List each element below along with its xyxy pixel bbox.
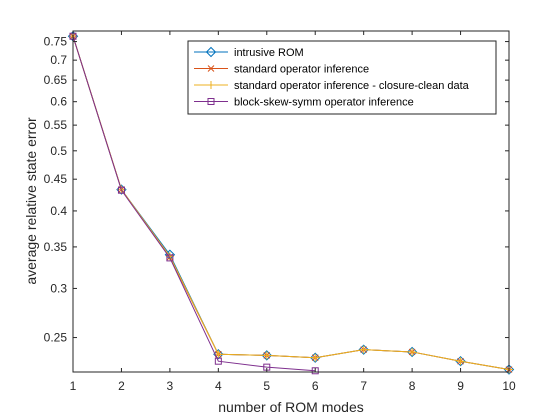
series-line	[72, 36, 510, 371]
y-tick-label: 0.3	[50, 281, 67, 295]
data-point	[117, 186, 125, 194]
axes-layer: 1 2 3 4 5 6 7 8 9 10 0.25 0.3 0.35 0.4 0.45 0.5 0.55 0.6 0…	[44, 30, 516, 393]
series-line	[72, 36, 316, 372]
legend-marker	[207, 65, 215, 72]
x-tick-label: 7	[360, 379, 367, 393]
x-tick-label: 9	[457, 379, 464, 393]
y-tick-label: 0.5	[50, 144, 67, 158]
legend-label: intrusive ROM	[234, 47, 304, 59]
data-point	[311, 353, 320, 362]
y-tick-label: 0.35	[44, 240, 68, 254]
y-tick-label: 0.55	[44, 118, 68, 132]
data-point	[310, 352, 321, 363]
y-tick-label: 0.6	[50, 95, 67, 109]
data-point	[214, 350, 223, 359]
x-tick-label: 6	[312, 379, 319, 393]
legend-label: standard operator inference	[234, 64, 369, 76]
x-tick-label: 4	[215, 379, 222, 393]
x-tick-label: 8	[409, 379, 416, 393]
data-point	[166, 254, 174, 262]
data-point	[359, 345, 368, 354]
data-point	[311, 367, 319, 375]
data-point	[455, 355, 466, 367]
data-point	[456, 357, 465, 366]
data-point	[261, 350, 272, 361]
data-point	[408, 347, 417, 356]
legend-marker	[207, 81, 215, 89]
legend-label: block-skew-symm operator inference	[234, 97, 414, 109]
series-3	[69, 32, 319, 375]
legend-entry: intrusive ROM	[194, 46, 304, 59]
legend-entry: block-skew-symm operator inference	[194, 97, 414, 109]
y-tick-label: 0.45	[44, 172, 68, 186]
data-point	[358, 344, 369, 355]
x-tick-label: 1	[70, 379, 77, 393]
y-tick-label: 0.75	[44, 35, 68, 49]
axes-box	[72, 30, 510, 373]
y-tick-label: 0.4	[50, 204, 67, 218]
legend-marker	[205, 46, 217, 58]
y-tick-label: 0.7	[50, 53, 67, 67]
data-point	[214, 357, 222, 365]
series-layer	[67, 31, 515, 375]
y-tick-label: 0.65	[44, 73, 68, 87]
data-point	[262, 351, 271, 360]
x-tick-label: 10	[502, 379, 516, 393]
data-point	[406, 346, 418, 358]
y-axis-label: average relative state error	[23, 117, 39, 285]
legend-marker	[207, 98, 215, 105]
x-axis-label: number of ROM modes	[218, 399, 364, 415]
x-tick-label: 5	[263, 379, 270, 393]
data-point	[503, 364, 515, 375]
legend-box	[187, 40, 497, 115]
x-tick-label: 2	[118, 379, 125, 393]
y-tick-label: 0.25	[44, 331, 68, 345]
x-tick-label: 3	[167, 379, 174, 393]
data-point	[213, 349, 224, 360]
legend: intrusive ROM standard operator inference…	[187, 40, 497, 115]
legend-label: standard operator inference - closure-cl…	[234, 80, 470, 92]
legend-entry: standard operator inference	[194, 64, 369, 76]
legend-entry: standard operator inference - closure-cl…	[194, 80, 470, 92]
